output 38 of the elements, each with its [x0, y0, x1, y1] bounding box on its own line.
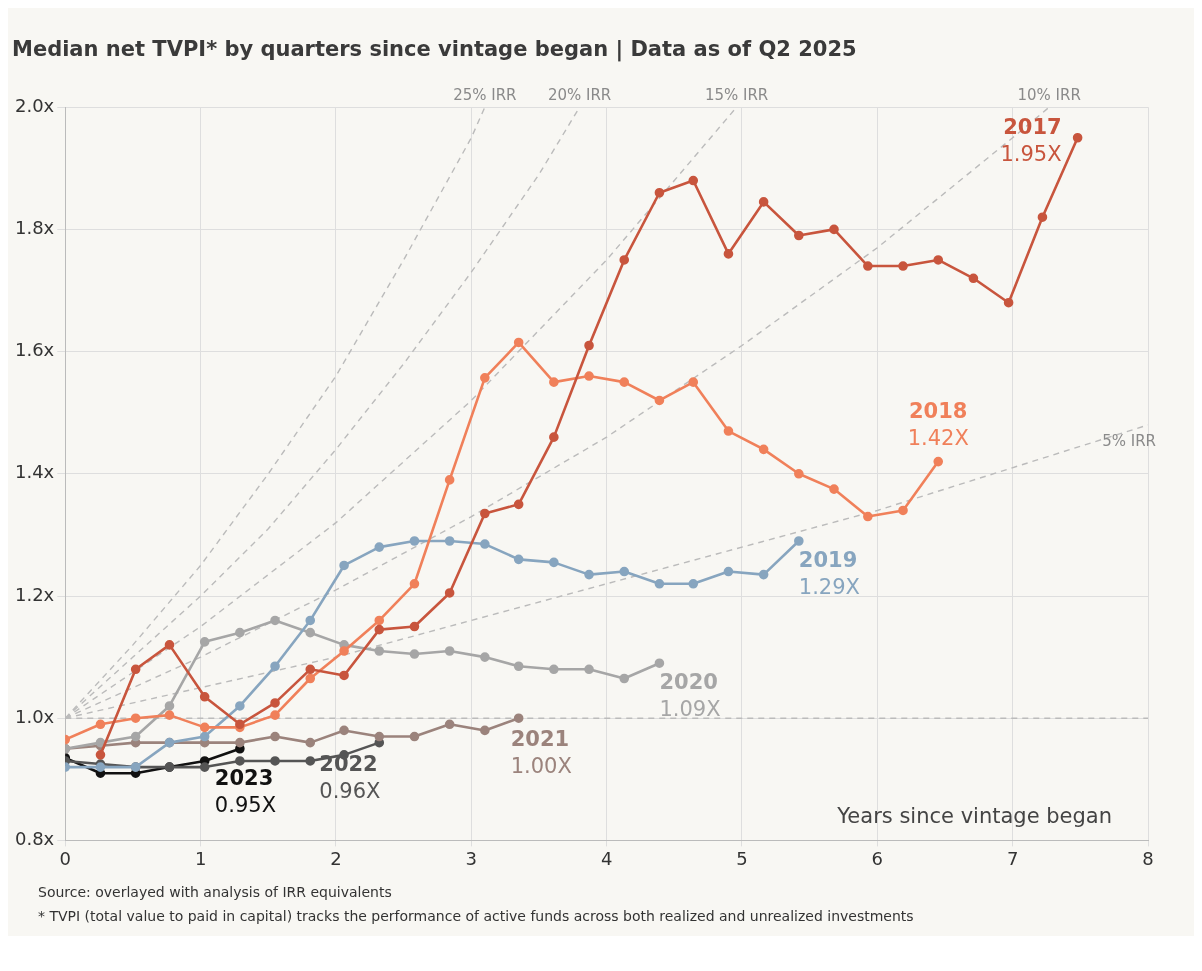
- x-tick-label: 5: [736, 847, 748, 869]
- series-label: 25% IRR: [453, 85, 517, 104]
- data-label: 1.95X: [1000, 141, 1062, 166]
- source-note: Source: overlayed with analysis of IRR equivalents: [38, 883, 393, 902]
- series-label: 20% IRR: [547, 85, 612, 104]
- y-tick-label: 0.8x: [15, 828, 55, 850]
- y-tick-label: 1.8x: [15, 217, 55, 239]
- y-tick-label: 1.0x: [15, 705, 55, 727]
- series-label: 5% IRR: [1102, 432, 1156, 451]
- data-label: 0.96X: [319, 778, 381, 803]
- x-tick-label: 4: [600, 847, 613, 869]
- x-tick-label: 7: [1006, 847, 1019, 869]
- x-axis-title: Years since vintage began: [836, 804, 1112, 829]
- data-label: 1.00X: [510, 754, 572, 779]
- text: 2018: [909, 398, 968, 423]
- y-tick-label: 1.4x: [15, 461, 55, 483]
- x-tick-label: 0: [59, 847, 71, 869]
- y-tick-label: 2.0x: [15, 94, 55, 116]
- data-label: 1.09X: [659, 697, 721, 722]
- chart-title: Median net TVPI* by quarters since vintage began | Data as of Q2 2025: [12, 37, 857, 63]
- series-label: 15% IRR: [704, 85, 769, 104]
- series-label: 10% IRR: [1017, 85, 1081, 104]
- y-tick-label: 1.6x: [15, 339, 55, 361]
- series-label: 2023: [214, 765, 274, 790]
- x-tick-label: 8: [1142, 847, 1154, 869]
- text: * TVPI (total value to paid in capital) tracks the performance of active funds across both realized and unrealized investments: [38, 907, 915, 926]
- x-tick-label: 2: [330, 847, 342, 869]
- data-label: 1.29X: [798, 574, 860, 599]
- series-label: 2019: [798, 547, 858, 572]
- data-label: 1.42X: [907, 425, 969, 450]
- series-label: 2020: [659, 670, 718, 695]
- x-tick-label: 6: [871, 847, 884, 869]
- x-tick-label: 1: [194, 847, 207, 869]
- x-tick-label: 3: [465, 847, 478, 869]
- series-label: 2021: [510, 727, 570, 752]
- series-label: 2017: [1003, 114, 1062, 139]
- y-tick-label: 1.2x: [15, 583, 55, 605]
- data-label: 0.95X: [214, 792, 277, 817]
